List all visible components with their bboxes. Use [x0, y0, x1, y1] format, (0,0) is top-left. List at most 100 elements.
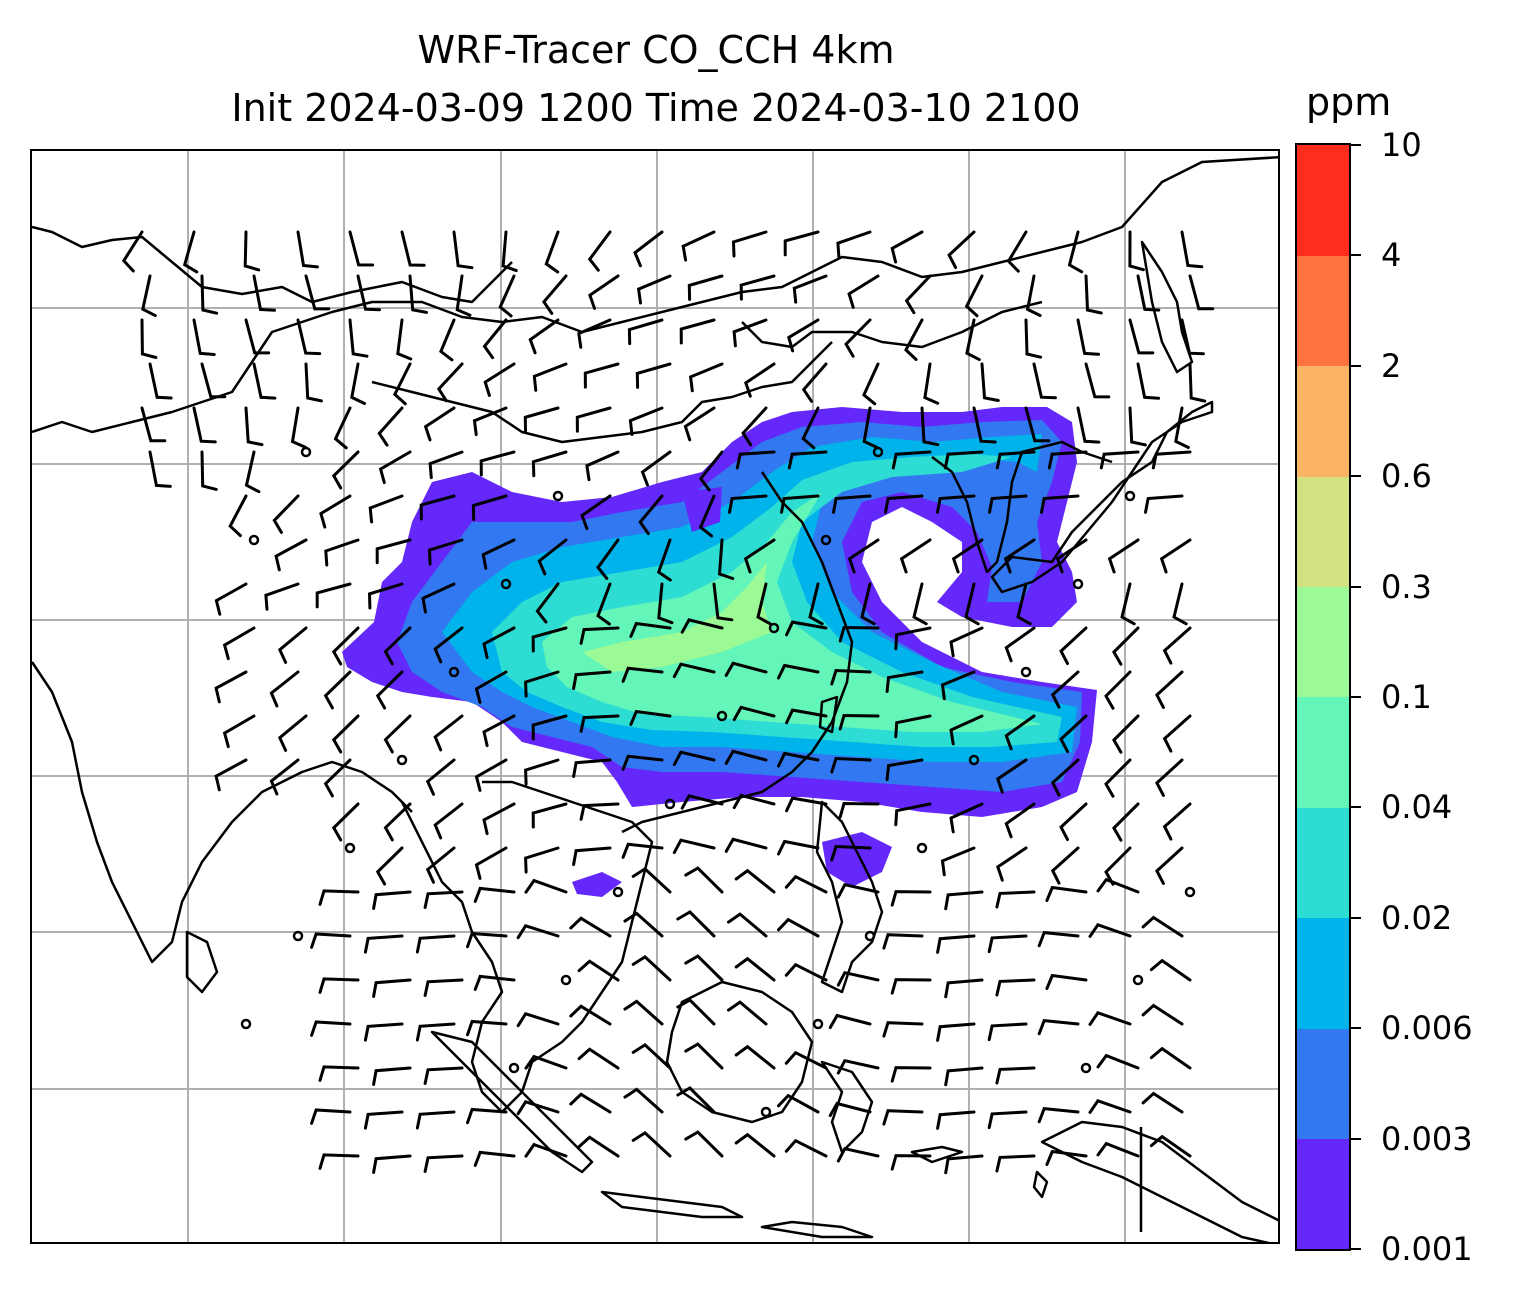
wind-barb [383, 802, 412, 842]
coastline-sri-lanka [185, 930, 219, 994]
calm-wind-marker [1132, 974, 1144, 986]
wind-barb [524, 670, 560, 698]
wind-barb [828, 1013, 872, 1030]
map-title-line2: Init 2024-03-09 1200 Time 2024-03-10 210… [231, 86, 1081, 130]
wind-barb [894, 626, 932, 651]
wind-barb [836, 970, 880, 987]
wind-barb [415, 934, 456, 954]
wind-barb [243, 230, 261, 272]
wind-barb [516, 924, 560, 940]
wind-barb [471, 494, 508, 521]
wind-barb [784, 1138, 828, 1158]
wind-barb [372, 978, 412, 998]
colorbar-segment [1297, 586, 1349, 698]
wind-barb [472, 406, 508, 437]
wind-barb [890, 1154, 932, 1171]
coastline-small-island [1032, 1170, 1049, 1199]
wind-barb [433, 802, 464, 840]
wind-barb [1076, 406, 1101, 444]
calm-wind-marker [768, 622, 780, 634]
map-panel [30, 149, 1280, 1244]
wind-barb [1088, 923, 1132, 938]
wind-barb [252, 362, 277, 400]
wind-barb [672, 662, 716, 679]
wind-barb [274, 538, 308, 572]
coastline-taiwan [818, 695, 839, 734]
coastline-china-east [621, 471, 854, 834]
wind-barb [596, 538, 620, 580]
calm-wind-marker [292, 930, 304, 942]
wind-barb [244, 318, 271, 355]
wind-barb [882, 1021, 924, 1038]
wind-barb [523, 406, 560, 433]
calm-wind-marker [760, 1106, 772, 1118]
wind-barb [964, 274, 984, 318]
wind-barb [681, 230, 716, 262]
wind-barb [318, 889, 360, 906]
wind-barb [356, 274, 381, 312]
wind-barb [1004, 626, 1036, 663]
wind-barb [524, 878, 568, 894]
wind-barb [1037, 930, 1080, 948]
wind-barb [836, 882, 880, 899]
wind-barb [423, 1066, 464, 1085]
wind-barb [141, 274, 157, 318]
wind-barb [830, 668, 872, 686]
wind-barb [222, 714, 256, 749]
wind-barb [531, 626, 568, 653]
wind-barb [629, 709, 672, 726]
colorbar-tick-label: 0.6 [1381, 457, 1432, 496]
wind-barb [375, 846, 404, 886]
wind-barb [1128, 406, 1147, 447]
wind-barb [1141, 1091, 1184, 1114]
wind-barb [580, 494, 612, 531]
wind-barb [688, 362, 724, 393]
wind-barb [290, 406, 307, 449]
colorbar-tick-mark [1351, 475, 1361, 478]
wind-barb [524, 1142, 568, 1158]
wind-barb [304, 362, 323, 403]
wind-barb [482, 626, 516, 660]
wind-barb [269, 670, 300, 708]
coastline-sakhalin [1140, 240, 1194, 374]
wind-barb [348, 318, 369, 358]
wind-barb [1084, 274, 1103, 315]
wind-barb [712, 582, 734, 622]
wind-barb [920, 406, 940, 447]
colorbar-segment [1297, 145, 1349, 256]
colorbar-segment [1297, 255, 1349, 367]
wind-barb [269, 758, 300, 796]
wind-barb [1040, 494, 1080, 514]
border-china-north [741, 300, 1043, 349]
wind-barb [228, 494, 248, 538]
wind-barb [783, 230, 820, 257]
wind-barb [400, 230, 426, 267]
calm-wind-marker [820, 534, 832, 546]
colorbar-tick-label: 0.003 [1381, 1119, 1473, 1158]
wind-barb [1037, 1106, 1080, 1124]
wind-barb [1099, 450, 1140, 470]
tracer-plume [342, 407, 1097, 897]
wind-barb [882, 933, 924, 950]
wind-barb [1180, 318, 1205, 356]
wind-barb [792, 274, 828, 304]
wind-barb [734, 868, 776, 894]
wind-barb [744, 362, 776, 398]
wind-barb [988, 494, 1028, 514]
wind-barb [949, 626, 984, 658]
wind-barb [777, 751, 820, 768]
wind-barb [1045, 885, 1088, 902]
wind-barb [569, 1004, 612, 1026]
wind-barb [890, 230, 924, 264]
wind-barb [482, 318, 508, 360]
wind-barb [1004, 714, 1036, 751]
wind-barb [1128, 318, 1155, 355]
wind-barb [1006, 230, 1028, 273]
calm-wind-marker [396, 754, 408, 766]
wind-barb [623, 999, 664, 1026]
wind-barb [1112, 626, 1140, 666]
wind-barb [638, 494, 664, 536]
wind-barb [474, 670, 508, 704]
wind-barb [995, 1066, 1036, 1085]
wind-barb [940, 670, 976, 701]
